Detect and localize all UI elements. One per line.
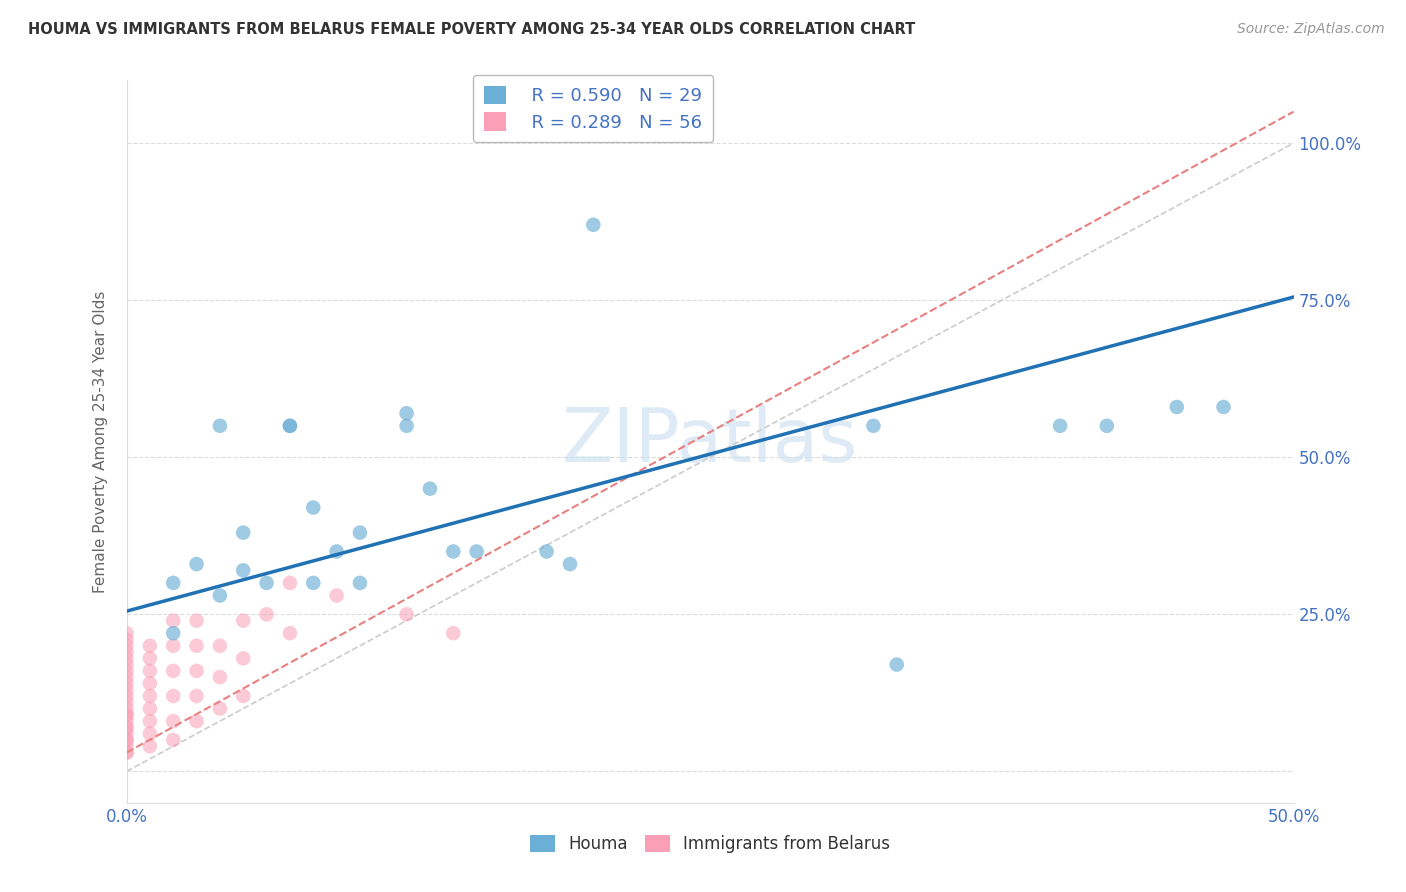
Point	[419, 482, 441, 496]
Point	[232, 525, 254, 540]
Point	[1049, 418, 1071, 433]
Point	[115, 727, 138, 741]
Point	[115, 670, 138, 684]
Point	[186, 689, 208, 703]
Point	[186, 557, 208, 571]
Point	[162, 575, 184, 590]
Point	[536, 544, 558, 558]
Point	[256, 607, 278, 622]
Point	[139, 727, 162, 741]
Point	[208, 639, 231, 653]
Point	[115, 733, 138, 747]
Point	[1166, 400, 1188, 414]
Point	[162, 714, 184, 728]
Point	[441, 626, 464, 640]
Point	[115, 701, 138, 715]
Point	[862, 418, 884, 433]
Point	[395, 406, 418, 420]
Point	[325, 544, 347, 558]
Point	[1095, 418, 1118, 433]
Point	[115, 746, 138, 760]
Y-axis label: Female Poverty Among 25-34 Year Olds: Female Poverty Among 25-34 Year Olds	[93, 291, 108, 592]
Point	[115, 707, 138, 722]
Point	[441, 544, 464, 558]
Point	[139, 739, 162, 754]
Point	[115, 695, 138, 709]
Point	[115, 676, 138, 690]
Point	[208, 418, 231, 433]
Point	[139, 639, 162, 653]
Point	[162, 639, 184, 653]
Point	[1212, 400, 1234, 414]
Point	[115, 626, 138, 640]
Point	[115, 733, 138, 747]
Point	[186, 664, 208, 678]
Point	[115, 689, 138, 703]
Point	[232, 563, 254, 577]
Point	[162, 614, 184, 628]
Text: Source: ZipAtlas.com: Source: ZipAtlas.com	[1237, 22, 1385, 37]
Point	[278, 418, 301, 433]
Point	[162, 664, 184, 678]
Point	[115, 720, 138, 734]
Point	[139, 676, 162, 690]
Point	[582, 218, 605, 232]
Point	[139, 701, 162, 715]
Point	[208, 670, 231, 684]
Point	[115, 651, 138, 665]
Point	[302, 575, 325, 590]
Point	[115, 739, 138, 754]
Point	[186, 614, 208, 628]
Point	[139, 689, 162, 703]
Point	[162, 626, 184, 640]
Point	[349, 525, 371, 540]
Point	[232, 689, 254, 703]
Text: HOUMA VS IMMIGRANTS FROM BELARUS FEMALE POVERTY AMONG 25-34 YEAR OLDS CORRELATIO: HOUMA VS IMMIGRANTS FROM BELARUS FEMALE …	[28, 22, 915, 37]
Point	[162, 689, 184, 703]
Point	[186, 639, 208, 653]
Text: ZIPatlas: ZIPatlas	[562, 405, 858, 478]
Point	[139, 714, 162, 728]
Point	[139, 651, 162, 665]
Point	[256, 575, 278, 590]
Point	[115, 746, 138, 760]
Point	[465, 544, 488, 558]
Point	[115, 720, 138, 734]
Point	[395, 418, 418, 433]
Point	[162, 733, 184, 747]
Point	[349, 575, 371, 590]
Point	[115, 707, 138, 722]
Point	[886, 657, 908, 672]
Point	[139, 664, 162, 678]
Point	[558, 557, 581, 571]
Point	[325, 589, 347, 603]
Point	[208, 589, 231, 603]
Point	[232, 614, 254, 628]
Point	[115, 632, 138, 647]
Point	[232, 651, 254, 665]
Point	[115, 657, 138, 672]
Point	[115, 639, 138, 653]
Point	[115, 682, 138, 697]
Point	[186, 714, 208, 728]
Point	[115, 645, 138, 659]
Point	[278, 418, 301, 433]
Point	[302, 500, 325, 515]
Point	[395, 607, 418, 622]
Point	[278, 626, 301, 640]
Point	[278, 575, 301, 590]
Point	[115, 714, 138, 728]
Point	[115, 664, 138, 678]
Legend: Houma, Immigrants from Belarus: Houma, Immigrants from Belarus	[523, 828, 897, 860]
Point	[208, 701, 231, 715]
